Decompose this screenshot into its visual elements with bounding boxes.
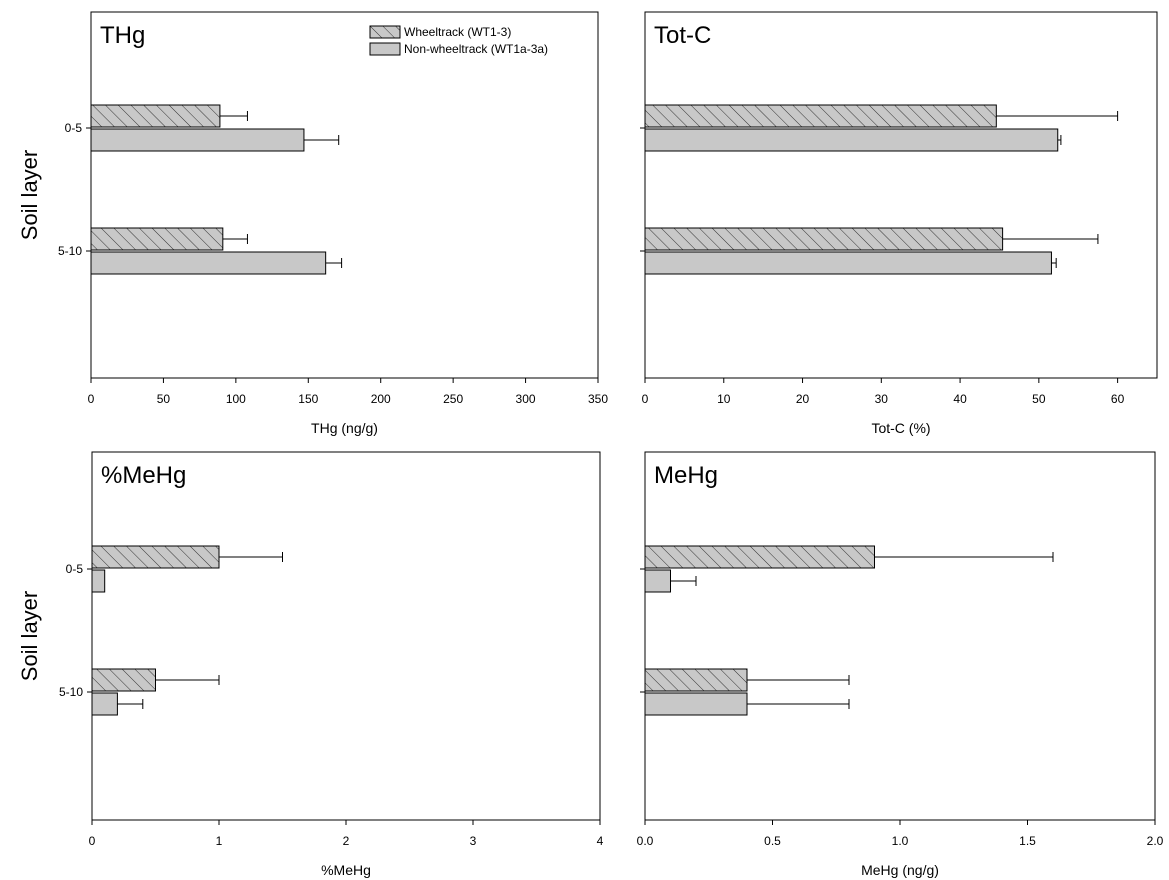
x-tick-label: 4 (597, 834, 604, 848)
x-tick-label: 2 (343, 834, 350, 848)
bar (644, 545, 875, 569)
panel-title: MeHg (654, 462, 718, 489)
x-tick-label: 40 (953, 392, 967, 406)
x-axis-label: THg (ng/g) (311, 420, 378, 436)
y-axis-title-bottom: Soil layer (17, 591, 42, 681)
x-tick-label: 350 (588, 392, 608, 406)
x-tick-label: 200 (371, 392, 391, 406)
legend: Wheeltrack (WT1-3) Non-wheeltrack (WT1a-3… (369, 25, 548, 56)
bar (91, 545, 220, 569)
bar (91, 569, 106, 593)
legend-label: Wheeltrack (WT1-3) (404, 25, 511, 39)
plot-frame (90, 11, 599, 379)
bar (90, 227, 224, 251)
x-axis-label: Tot-C (%) (871, 420, 930, 436)
x-tick-label: 0.5 (764, 834, 781, 848)
panel-3: %MeHg 0 1 2 3 4 %MeHg 0-5 5-10 (59, 451, 604, 878)
x-tick-label: 20 (796, 392, 810, 406)
x-axis-label: MeHg (ng/g) (861, 862, 939, 878)
x-tick-label: 30 (875, 392, 889, 406)
panel-title: THg (100, 22, 145, 49)
x-tick-label: 60 (1111, 392, 1125, 406)
legend-label: Non-wheeltrack (WT1a-3a) (404, 42, 548, 56)
y-tick-label: 0-5 (66, 562, 84, 576)
bar (91, 692, 118, 716)
bar (90, 104, 221, 128)
bar (90, 251, 327, 275)
y-tick-label: 5-10 (59, 685, 83, 699)
bar (644, 692, 748, 716)
bar (644, 668, 748, 692)
legend-swatch (369, 25, 401, 39)
x-tick-label: 150 (298, 392, 318, 406)
panel-title: Tot-C (654, 22, 711, 49)
x-tick-label: 0 (642, 392, 649, 406)
x-tick-label: 1.0 (892, 834, 909, 848)
x-tick-label: 1 (216, 834, 223, 848)
plot-frame (91, 451, 601, 821)
panel-title: %MeHg (101, 462, 186, 489)
x-tick-label: 300 (516, 392, 536, 406)
y-axis-title-top: Soil layer (17, 150, 42, 240)
bar (644, 104, 997, 128)
bar (91, 668, 156, 692)
plot-frame (644, 11, 1158, 379)
bar (644, 569, 671, 593)
bar (644, 251, 1052, 275)
bar (644, 128, 1059, 152)
bar (90, 128, 305, 152)
x-tick-label: 10 (717, 392, 731, 406)
x-tick-label: 3 (470, 834, 477, 848)
y-tick-label: 0-5 (65, 121, 83, 135)
legend-swatch (369, 42, 401, 56)
x-tick-label: 50 (157, 392, 171, 406)
x-tick-label: 250 (443, 392, 463, 406)
x-tick-label: 0.0 (637, 834, 654, 848)
panel-1: THg 0 50 100 150 200 250 300 350 THg (ng/g) 0-5 5-1… (58, 11, 608, 436)
x-tick-label: 0 (88, 392, 95, 406)
y-tick-label: 5-10 (58, 244, 82, 258)
x-tick-label: 1.5 (1019, 834, 1036, 848)
plot-frame (644, 451, 1156, 821)
panel-2: Tot-C 0 10 20 30 40 50 60 Tot-C (%) (640, 11, 1158, 436)
x-tick-label: 0 (89, 834, 96, 848)
panel-4: MeHg 0.0 0.5 1.0 1.5 2.0 MeHg (ng/g) (637, 451, 1164, 878)
x-axis-label: %MeHg (321, 862, 371, 878)
x-tick-label: 50 (1032, 392, 1046, 406)
bar (644, 227, 1004, 251)
x-tick-label: 100 (226, 392, 246, 406)
x-tick-label: 2.0 (1147, 834, 1164, 848)
